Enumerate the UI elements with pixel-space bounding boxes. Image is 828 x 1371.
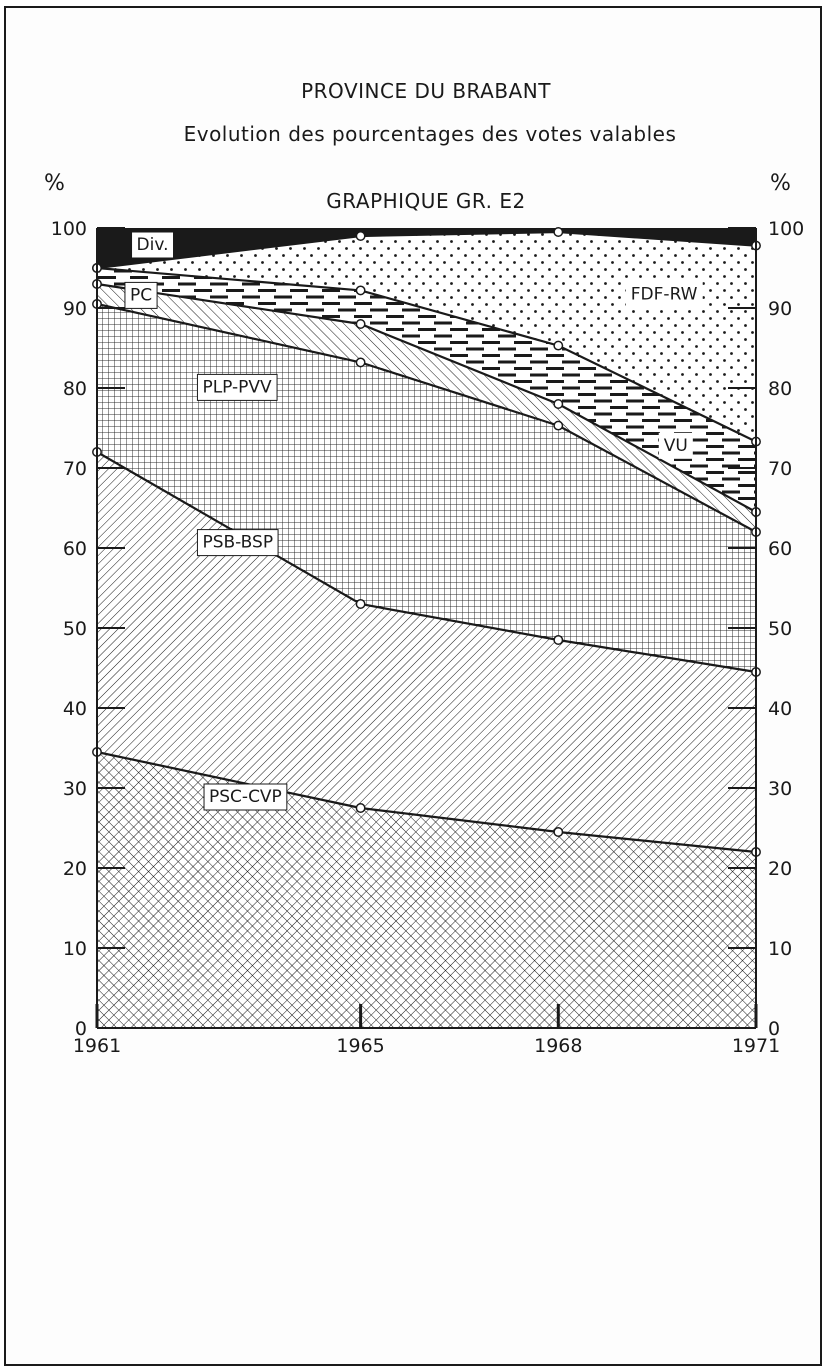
- y-tick-label-right-90: 90: [768, 298, 792, 320]
- series-label-vu: VU: [658, 432, 693, 459]
- y-tick-label-left-10: 10: [63, 938, 87, 960]
- y-tick-label-left-70: 70: [63, 458, 87, 480]
- series-label-box-plp-pvv: [196, 373, 278, 401]
- y-tick-label-left-60: 60: [63, 538, 87, 560]
- series-label-text-pc: PC: [130, 285, 152, 305]
- area-div: [97, 228, 756, 268]
- series-label-div: Div.: [131, 231, 175, 259]
- series-label-box-vu: [658, 432, 693, 459]
- series-label-box-div: [131, 231, 175, 259]
- area-pc: [97, 284, 756, 532]
- boundary-line-psb-bsp: [96, 451, 757, 674]
- y-tick-label-right-20: 20: [768, 858, 792, 880]
- y-tick-label-left-90: 90: [63, 298, 87, 320]
- y-tick-label-left-20: 20: [63, 858, 87, 880]
- series-label-psb-bsp: PSB-BSP: [196, 529, 279, 557]
- chart-subtitle: Evolution des pourcentages des votes val…: [184, 122, 677, 146]
- series-label-box-psc-cvp: [203, 783, 288, 811]
- point-psc-cvp-1968: [553, 827, 564, 837]
- chart-id-label: GRAPHIQUE GR. E2: [326, 189, 525, 213]
- chart-title: PROVINCE DU BRABANT: [301, 79, 551, 103]
- point-fdf-rw-1968: [553, 227, 564, 237]
- point-plp-pvv-1965: [355, 357, 366, 368]
- series-label-text-vu: VU: [664, 436, 688, 456]
- series-label-box-fdf-rw: [625, 281, 703, 308]
- point-psb-bsp-1968: [553, 635, 564, 645]
- x-tick-label-1965: 1965: [336, 1035, 384, 1057]
- boundary-line-fdf-rw: [96, 230, 757, 270]
- y-unit-left: %: [44, 171, 65, 196]
- x-tick-label-1971: 1971: [732, 1035, 780, 1057]
- series-label-text-fdf-rw: FDF-RW: [631, 285, 698, 305]
- point-pc-1968: [553, 399, 564, 409]
- y-tick-label-right-80: 80: [768, 378, 792, 400]
- y-tick-label-right-100: 100: [768, 218, 804, 240]
- y-tick-label-right-70: 70: [768, 458, 792, 480]
- area-psc-cvp: [97, 752, 756, 1028]
- y-tick-label-right-50: 50: [768, 618, 792, 640]
- x-tick-label-1968: 1968: [534, 1035, 582, 1057]
- series-label-fdf-rw: FDF-RW: [625, 281, 703, 308]
- tick-labels: 0 0 10 10 20 20 30 30 40 40 50 50 60 60 70 70 80 80 90 90 10…: [51, 218, 805, 1057]
- point-psc-cvp-1965: [355, 803, 366, 813]
- series-labels: PSC-CVP PSB-BSP PLP-PVV PC VU FDF-RW Div.: [124, 231, 703, 811]
- x-tick-label-1961: 1961: [73, 1035, 121, 1057]
- series-label-text-psc-cvp: PSC-CVP: [209, 787, 282, 807]
- series-label-text-div: Div.: [137, 235, 169, 255]
- y-tick-label-right-40: 40: [768, 698, 792, 720]
- point-vu-1968: [553, 340, 564, 351]
- point-pc-1965: [355, 319, 366, 329]
- series-label-psc-cvp: PSC-CVP: [203, 783, 288, 811]
- y-tick-label-right-0: 0: [768, 1018, 780, 1040]
- series-label-box-pc: [124, 281, 158, 309]
- boundary-lines: [96, 230, 757, 854]
- series-label-text-plp-pvv: PLP-PVV: [202, 377, 272, 397]
- series-label-box-psb-bsp: [196, 529, 279, 557]
- boundary-line-plp-pvv: [96, 302, 757, 533]
- y-tick-label-left-100: 100: [51, 218, 87, 240]
- y-tick-label-left-50: 50: [63, 618, 87, 640]
- series-label-plp-pvv: PLP-PVV: [196, 373, 278, 401]
- area-fdf-rw: [97, 232, 756, 442]
- boundary-line-psc-cvp: [96, 750, 757, 854]
- area-layers: [97, 228, 756, 1028]
- y-unit-right: %: [770, 171, 791, 196]
- y-tick-label-right-60: 60: [768, 538, 792, 560]
- series-label-text-psb-bsp: PSB-BSP: [202, 533, 273, 553]
- y-tick-label-left-40: 40: [63, 698, 87, 720]
- y-tick-label-right-30: 30: [768, 778, 792, 800]
- axes: [95, 227, 758, 1029]
- data-point-markers: [92, 227, 761, 857]
- boundary-line-pc: [96, 282, 757, 513]
- point-vu-1965: [355, 285, 366, 296]
- area-vu: [97, 268, 756, 512]
- y-tick-label-left-30: 30: [63, 778, 87, 800]
- y-tick-label-left-0: 0: [75, 1018, 87, 1040]
- point-fdf-rw-1965: [355, 231, 366, 241]
- point-plp-pvv-1968: [553, 420, 564, 431]
- boundary-line-vu: [96, 266, 757, 443]
- y-tick-label-right-10: 10: [768, 938, 792, 960]
- y-tick-label-left-80: 80: [63, 378, 87, 400]
- series-label-pc: PC: [124, 281, 158, 309]
- point-psb-bsp-1965: [355, 599, 366, 609]
